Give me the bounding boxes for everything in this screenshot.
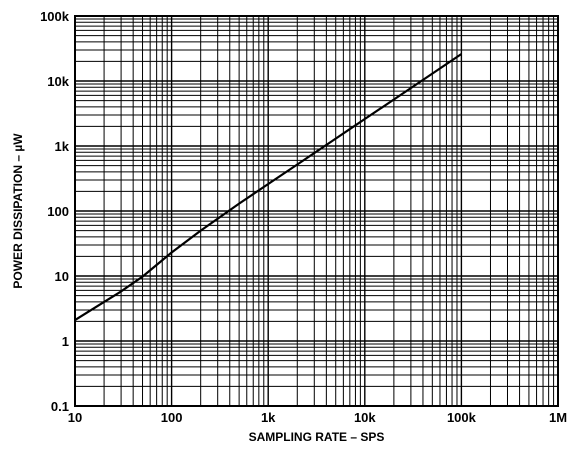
y-tick-label: 1k (55, 139, 70, 154)
grid (75, 16, 558, 406)
y-tick-label: 100 (47, 204, 69, 219)
tick-labels: 10 100 1k 10k 100k 1M 0.1 1 10 100 1k 10k 100k (40, 9, 567, 425)
x-tick-label: 10 (68, 410, 82, 425)
y-tick-label: 10k (47, 74, 69, 89)
y-tick-label: 100k (40, 9, 70, 24)
series-line (74, 53, 463, 322)
y-tick-label: 10 (55, 269, 69, 284)
plot-frame (74, 15, 559, 407)
x-tick-label: 1M (549, 410, 567, 425)
y-tick-label: 1 (62, 334, 69, 349)
x-tick-label: 10k (354, 410, 376, 425)
x-tick-label: 100k (447, 410, 477, 425)
y-tick-label: 0.1 (51, 399, 69, 414)
x-tick-label: 1k (261, 410, 276, 425)
x-tick-label: 100 (161, 410, 183, 425)
y-axis-title: POWER DISSIPATION – µW (11, 133, 25, 289)
x-axis-title: SAMPLING RATE – SPS (249, 430, 385, 444)
